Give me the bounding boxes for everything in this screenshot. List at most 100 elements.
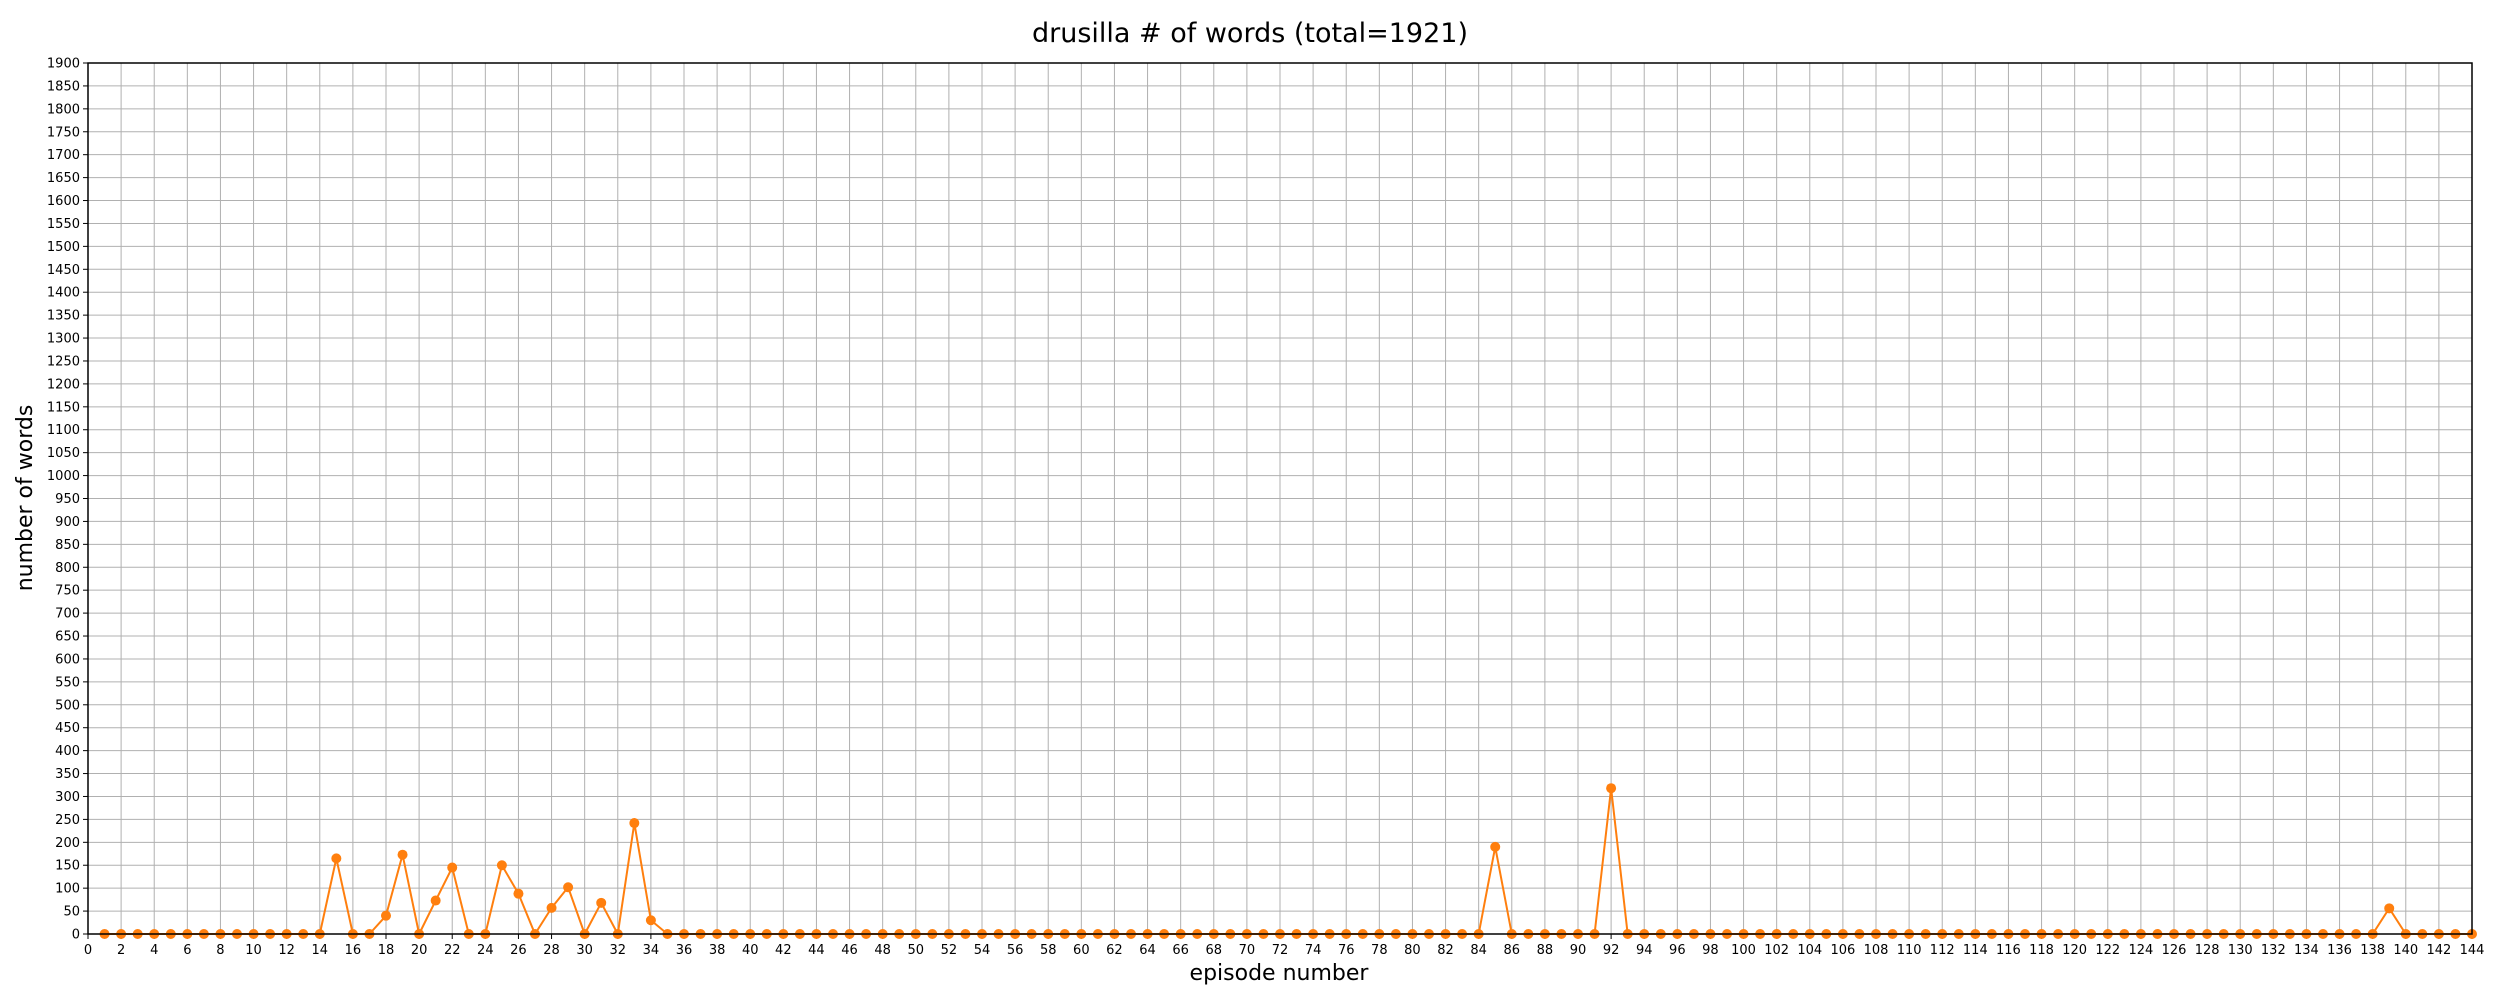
y-tick-label: 850 <box>55 538 80 553</box>
x-tick-label: 112 <box>1930 943 1955 958</box>
x-tick-label: 24 <box>477 943 494 958</box>
data-point <box>2384 903 2395 914</box>
y-tick-label: 1150 <box>47 400 80 415</box>
y-tick-label: 100 <box>55 882 80 897</box>
x-tick-label: 88 <box>1537 943 1554 958</box>
y-tick-label: 50 <box>63 905 80 920</box>
y-tick-label: 650 <box>55 630 80 645</box>
x-tick-label: 80 <box>1404 943 1421 958</box>
x-tick-label: 94 <box>1636 943 1653 958</box>
data-point <box>430 895 441 906</box>
y-tick-label: 400 <box>55 744 80 759</box>
x-tick-label: 118 <box>2029 943 2054 958</box>
x-tick-label: 60 <box>1073 943 1090 958</box>
x-tick-label: 104 <box>1797 943 1822 958</box>
x-tick-label: 102 <box>1764 943 1789 958</box>
x-tick-label: 120 <box>2062 943 2087 958</box>
y-tick-label: 550 <box>55 675 80 690</box>
x-tick-label: 10 <box>245 943 262 958</box>
y-tick-label: 750 <box>55 584 80 599</box>
x-tick-label: 130 <box>2228 943 2253 958</box>
data-point <box>496 860 507 871</box>
data-point <box>331 853 342 864</box>
x-tick-label: 76 <box>1338 943 1355 958</box>
y-tick-label: 1900 <box>47 57 80 72</box>
data-point <box>1606 783 1617 794</box>
x-tick-label: 48 <box>874 943 891 958</box>
x-tick-label: 12 <box>278 943 295 958</box>
x-tick-label: 22 <box>444 943 461 958</box>
x-tick-label: 38 <box>709 943 726 958</box>
x-tick-label: 108 <box>1864 943 1889 958</box>
x-tick-label: 122 <box>2095 943 2120 958</box>
x-tick-label: 0 <box>84 943 92 958</box>
y-tick-label: 800 <box>55 561 80 576</box>
data-point <box>596 897 607 908</box>
y-tick-label: 250 <box>55 813 80 828</box>
x-tick-label: 58 <box>1040 943 1057 958</box>
y-tick-label: 1750 <box>47 125 80 140</box>
y-tick-label: 0 <box>72 928 80 943</box>
x-tick-label: 98 <box>1702 943 1719 958</box>
y-tick-label: 1550 <box>47 217 80 232</box>
x-tick-label: 18 <box>378 943 395 958</box>
x-tick-label: 82 <box>1437 943 1454 958</box>
x-tick-label: 138 <box>2360 943 2385 958</box>
data-point <box>563 882 574 893</box>
series-line-layer <box>104 787 2472 935</box>
y-axis-ticks: 0 50 100 150 200 250 300 350 400 450 500 550 600 650 7… <box>47 57 88 943</box>
y-tick-label: 1200 <box>47 377 80 392</box>
x-tick-label: 134 <box>2294 943 2319 958</box>
x-tick-label: 68 <box>1206 943 1223 958</box>
x-tick-label: 40 <box>742 943 759 958</box>
data-points <box>99 783 2477 939</box>
data-point <box>381 910 391 921</box>
x-tick-label: 20 <box>411 943 428 958</box>
y-tick-label: 300 <box>55 790 80 805</box>
x-tick-label: 2 <box>117 943 125 958</box>
x-tick-label: 78 <box>1371 943 1388 958</box>
data-point <box>546 902 557 913</box>
x-tick-label: 26 <box>510 943 527 958</box>
y-tick-label: 1050 <box>47 446 80 461</box>
x-tick-label: 64 <box>1139 943 1156 958</box>
x-tick-label: 92 <box>1603 943 1620 958</box>
x-tick-label: 6 <box>183 943 191 958</box>
x-tick-label: 90 <box>1570 943 1587 958</box>
x-tick-label: 36 <box>676 943 693 958</box>
x-tick-label: 54 <box>974 943 991 958</box>
x-tick-label: 124 <box>2128 943 2153 958</box>
x-tick-label: 28 <box>543 943 560 958</box>
y-tick-label: 450 <box>55 721 80 736</box>
plot-frame <box>87 62 2473 935</box>
y-tick-label: 1600 <box>47 194 80 209</box>
data-point <box>645 915 656 926</box>
x-tick-label: 44 <box>808 943 825 958</box>
y-tick-label: 1250 <box>47 354 80 369</box>
y-tick-label: 150 <box>55 859 80 874</box>
x-tick-label: 14 <box>312 943 329 958</box>
y-axis-title: number of words <box>13 405 38 592</box>
y-tick-label: 350 <box>55 767 80 782</box>
data-point <box>629 818 640 829</box>
y-tick-label: 1850 <box>47 79 80 94</box>
y-tick-label: 900 <box>55 515 80 530</box>
x-tick-label: 100 <box>1731 943 1756 958</box>
x-tick-label: 116 <box>1996 943 2021 958</box>
x-tick-label: 72 <box>1272 943 1289 958</box>
y-tick-label: 200 <box>55 836 80 851</box>
x-tick-label: 114 <box>1963 943 1988 958</box>
x-tick-label: 50 <box>908 943 925 958</box>
chart-title: drusilla # of words (total=1921) <box>1032 18 1468 49</box>
y-tick-label: 1500 <box>47 240 80 255</box>
y-tick-label: 1300 <box>47 332 80 347</box>
x-tick-label: 56 <box>1007 943 1024 958</box>
y-tick-label: 1800 <box>47 102 80 117</box>
y-tick-label: 1100 <box>47 423 80 438</box>
data-point <box>513 888 524 899</box>
data-point <box>397 849 408 860</box>
x-tick-label: 52 <box>941 943 958 958</box>
y-tick-label: 1350 <box>47 309 80 324</box>
x-tick-label: 140 <box>2393 943 2418 958</box>
